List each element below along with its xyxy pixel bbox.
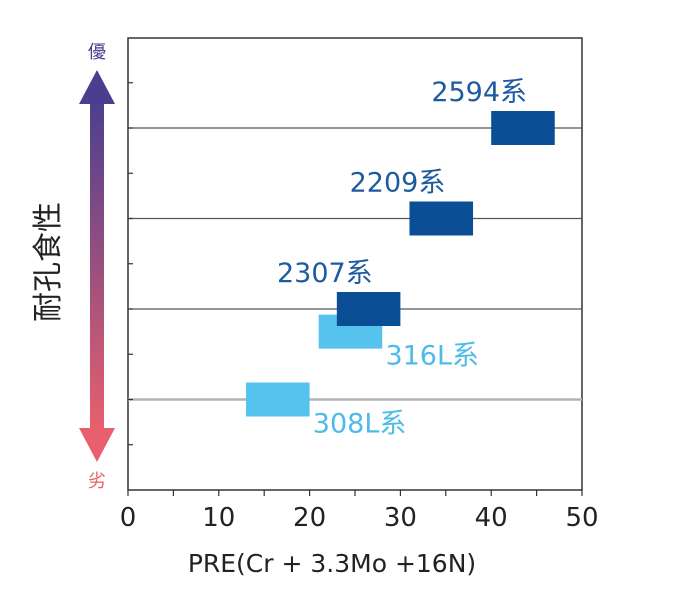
x-tick-label: 40 xyxy=(475,503,508,533)
x-tick-labels: 0 10 20 30 40 50 xyxy=(120,503,599,533)
arrow-bottom-label: 劣 xyxy=(88,471,106,492)
axis-ticks xyxy=(127,82,583,496)
bar-label: 308L系 xyxy=(313,409,407,440)
x-tick-label: 10 xyxy=(202,503,235,533)
pitting-resistance-arrow xyxy=(79,70,115,462)
arrow-top-label: 優 xyxy=(88,42,106,63)
range-bar xyxy=(336,292,401,326)
x-axis-title: PRE(Cr + 3.3Mo +16N) xyxy=(188,549,476,578)
bar-labels: 2594系 2209系 2307系 316L系 308L系 xyxy=(277,77,527,440)
range-bar xyxy=(409,201,474,236)
arrow-head-down xyxy=(79,428,115,462)
bar-label: 2209系 xyxy=(350,168,446,199)
range-bar xyxy=(491,111,555,145)
bars xyxy=(246,111,555,417)
x-tick-label: 30 xyxy=(384,503,417,533)
range-bar xyxy=(246,382,310,417)
x-tick-label: 20 xyxy=(293,503,326,533)
x-tick-label: 50 xyxy=(565,503,598,533)
arrow-head-up xyxy=(79,70,115,104)
arrow-shaft xyxy=(90,100,104,430)
x-tick-label: 0 xyxy=(120,503,137,533)
side-axis-title: 耐孔食性 xyxy=(31,202,66,322)
bar-label: 2307系 xyxy=(277,258,373,289)
bar-label: 2594系 xyxy=(431,77,527,108)
bar-label: 316L系 xyxy=(385,341,479,372)
